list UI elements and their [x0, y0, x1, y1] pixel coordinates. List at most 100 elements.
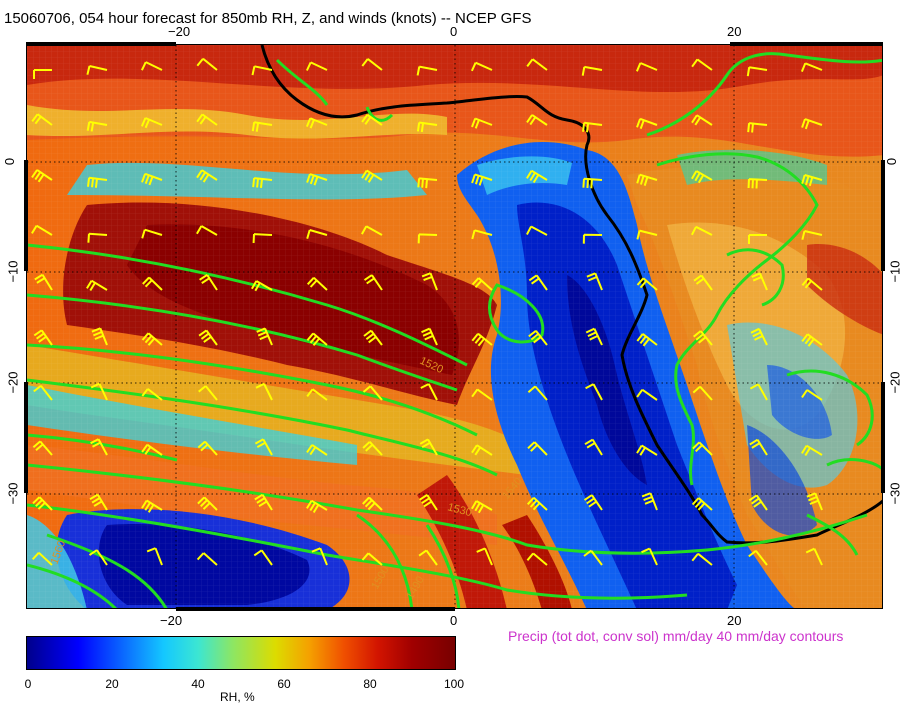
wind-barb	[89, 493, 108, 511]
wind-barb	[306, 444, 328, 456]
y-left-label: 0	[2, 157, 18, 166]
axis-tick-bar	[24, 160, 28, 271]
wind-barb	[692, 441, 713, 456]
wind-barb	[471, 500, 493, 514]
wind-barb	[90, 438, 108, 456]
precip-legend-note: Precip (tot dot, conv sol) mm/day 40 mm/…	[508, 628, 844, 644]
wind-barb	[306, 388, 328, 401]
wind-barb	[748, 234, 767, 244]
wind-barb	[33, 329, 53, 346]
wind-barb	[88, 549, 108, 566]
wind-barb	[527, 441, 548, 456]
wind-barb	[419, 438, 438, 456]
y-right-label: 0	[884, 157, 900, 166]
wind-barb	[419, 494, 438, 511]
wind-barb	[420, 383, 438, 401]
x-top-label: 0	[450, 24, 458, 39]
wind-barb	[526, 114, 548, 126]
wind-barb	[196, 225, 218, 236]
wind-barb	[801, 389, 823, 401]
colorbar-tick: 100	[443, 677, 465, 691]
wind-barb	[750, 327, 768, 346]
wind-barb	[691, 170, 713, 184]
wind-barb	[801, 277, 823, 291]
wind-barb	[251, 280, 273, 292]
wind-barb	[801, 333, 823, 347]
wind-barb	[693, 330, 713, 346]
wind-barb	[87, 232, 108, 243]
wind-barb	[751, 272, 768, 291]
wind-barb	[196, 552, 218, 566]
wind-barb	[141, 332, 163, 346]
x-bottom-label: −20	[160, 613, 183, 628]
wind-barb	[747, 122, 768, 133]
wind-barb	[251, 65, 273, 76]
y-right-label: −20	[887, 371, 903, 394]
wind-barb	[363, 274, 383, 291]
wind-barb	[140, 117, 163, 129]
wind-barb	[527, 385, 548, 401]
wind-barb	[32, 440, 53, 456]
wind-barb	[692, 385, 713, 401]
wind-barb	[471, 388, 493, 401]
wind-barb	[251, 121, 273, 132]
wind-barb	[691, 552, 713, 566]
axis-tick-bar	[176, 607, 455, 611]
wind-barb	[749, 438, 768, 456]
wind-barb	[641, 547, 658, 566]
wind-barb	[747, 178, 768, 189]
wind-barb	[805, 547, 823, 566]
wind-barb	[31, 113, 53, 126]
wind-barb	[86, 279, 108, 292]
wind-barb	[471, 444, 493, 456]
wind-barb	[800, 62, 823, 72]
wind-barb	[196, 113, 218, 126]
wind-barb	[471, 277, 493, 291]
wind-barb	[421, 272, 438, 291]
wind-barb	[361, 225, 383, 236]
wind-barb	[305, 117, 328, 129]
wind-barb	[90, 382, 108, 401]
wind-barb	[586, 272, 603, 291]
colorbar-tick: 60	[277, 677, 291, 691]
wind-barb	[582, 121, 603, 133]
wind-barb	[636, 388, 658, 401]
wind-barb	[582, 177, 603, 189]
wind-barb	[801, 230, 823, 240]
axis-tick-bar	[730, 42, 883, 46]
wind-barb	[526, 169, 548, 184]
wind-barb	[252, 177, 273, 189]
rh-colorbar	[26, 636, 456, 670]
wind-barb	[306, 229, 328, 239]
wind-barb	[693, 274, 713, 291]
wind-barb	[306, 332, 328, 347]
wind-barb	[749, 383, 768, 401]
wind-barb	[421, 327, 438, 346]
y-left-label: −20	[5, 371, 21, 394]
wind-barb	[305, 61, 328, 71]
wind-barb	[746, 66, 768, 77]
y-right-label: −30	[887, 482, 903, 505]
x-top-label: −20	[168, 24, 191, 39]
wind-barb	[199, 274, 218, 291]
wind-barb	[526, 496, 548, 511]
wind-barb	[361, 58, 383, 71]
wind-barb	[470, 61, 493, 72]
axis-tick-bar	[881, 160, 885, 271]
wind-barb	[255, 382, 273, 401]
wind-barb	[363, 329, 383, 346]
wind-barb	[417, 177, 438, 189]
wind-barb	[582, 233, 603, 244]
colorbar-tick: 40	[191, 677, 205, 691]
wind-barb	[34, 273, 53, 291]
wind-barb	[691, 497, 713, 511]
wind-barb	[636, 333, 658, 347]
wind-barb	[585, 327, 603, 346]
wind-barb	[528, 274, 548, 291]
wind-barb	[87, 176, 108, 188]
wind-barb	[362, 385, 383, 401]
wind-barb	[748, 494, 768, 511]
wind-barb	[141, 499, 163, 513]
wind-barb	[33, 385, 53, 401]
wind-barb	[801, 118, 823, 130]
